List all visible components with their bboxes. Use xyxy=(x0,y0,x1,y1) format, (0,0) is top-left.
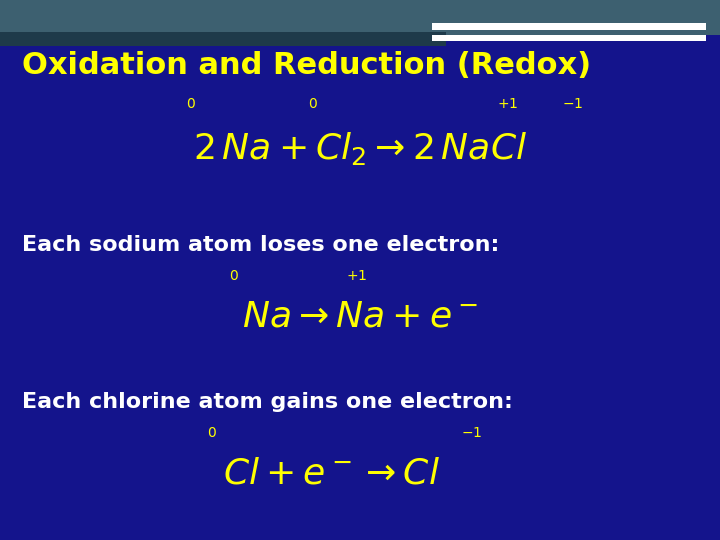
Text: $0$: $0$ xyxy=(308,97,318,111)
Text: $0$: $0$ xyxy=(229,269,239,284)
FancyBboxPatch shape xyxy=(432,23,706,30)
Text: Each chlorine atom gains one electron:: Each chlorine atom gains one electron: xyxy=(22,392,513,411)
Text: $+1$: $+1$ xyxy=(497,97,518,111)
FancyBboxPatch shape xyxy=(0,32,446,46)
Text: $Na \rightarrow Na + e^-$: $Na \rightarrow Na + e^-$ xyxy=(242,300,478,334)
Text: Each sodium atom loses one electron:: Each sodium atom loses one electron: xyxy=(22,235,499,255)
Text: $0$: $0$ xyxy=(207,426,217,440)
Text: $Cl + e^- \rightarrow Cl$: $Cl + e^- \rightarrow Cl$ xyxy=(222,456,440,490)
Text: $+1$: $+1$ xyxy=(346,269,367,284)
Text: $0$: $0$ xyxy=(186,97,196,111)
Text: Oxidation and Reduction (Redox): Oxidation and Reduction (Redox) xyxy=(22,51,590,80)
Text: $-1$: $-1$ xyxy=(562,97,583,111)
Text: $-1$: $-1$ xyxy=(461,426,482,440)
FancyBboxPatch shape xyxy=(432,35,706,40)
FancyBboxPatch shape xyxy=(0,0,720,35)
Text: $2\,Na + Cl_2 \rightarrow 2\,NaCl$: $2\,Na + Cl_2 \rightarrow 2\,NaCl$ xyxy=(193,130,527,167)
